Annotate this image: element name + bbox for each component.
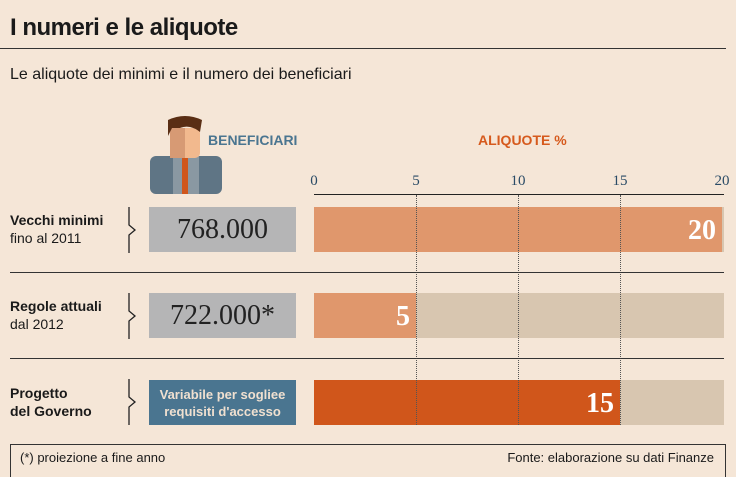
bracket-icon [128, 379, 138, 425]
row-label-vecchi: Vecchi minimi fino al 2011 [10, 211, 103, 247]
row-label-progetto: Progetto del Governo [10, 384, 92, 420]
title-rule [0, 48, 726, 49]
beneficiari-value: 768.000 [149, 207, 296, 252]
bar: 15 [314, 380, 620, 425]
bar-value-label: 5 [396, 301, 410, 332]
chart-subtitle: Le aliquote dei minimi e il numero dei b… [10, 66, 352, 83]
chart-title: I numeri e le aliquote [10, 14, 238, 41]
row-subtitle: dal 2012 [10, 316, 64, 332]
bracket-icon [128, 293, 138, 339]
bracket-icon [128, 207, 138, 253]
tick-label: 15 [612, 173, 628, 189]
footer-box [10, 444, 726, 477]
source: Fonte: elaborazione su dati Finanze [507, 450, 714, 465]
bar-value-label: 15 [586, 388, 614, 419]
gridline [416, 195, 417, 425]
row-label-regole: Regole attuali dal 2012 [10, 297, 102, 333]
person-icon [150, 114, 222, 194]
bar-value-label: 20 [688, 215, 716, 246]
row-subtitle: fino al 2011 [10, 230, 82, 246]
row-title-2: del Governo [10, 403, 92, 419]
beneficiari-header: BENEFICIARI [208, 132, 298, 148]
beneficiari-value: 722.000* [149, 293, 296, 338]
gridline [620, 195, 621, 425]
row-title: Regole attuali [10, 298, 102, 314]
bar: 5 [314, 293, 416, 338]
footnote: (*) proiezione a fine anno [20, 450, 166, 465]
tick-label: 20 [714, 173, 730, 189]
row-divider [10, 358, 724, 359]
row-divider [10, 272, 724, 273]
tick-label: 5 [412, 173, 420, 189]
tick-label: 10 [510, 173, 526, 189]
tick-label: 0 [310, 173, 318, 189]
beneficiari-variable-box: Variabile per sogliee requisiti d'access… [149, 380, 296, 425]
x-axis [314, 194, 724, 195]
row-title: Vecchi minimi [10, 212, 104, 228]
row-title: Progetto [10, 385, 68, 401]
gridline [518, 195, 519, 425]
aliquote-header: ALIQUOTE % [478, 132, 567, 148]
